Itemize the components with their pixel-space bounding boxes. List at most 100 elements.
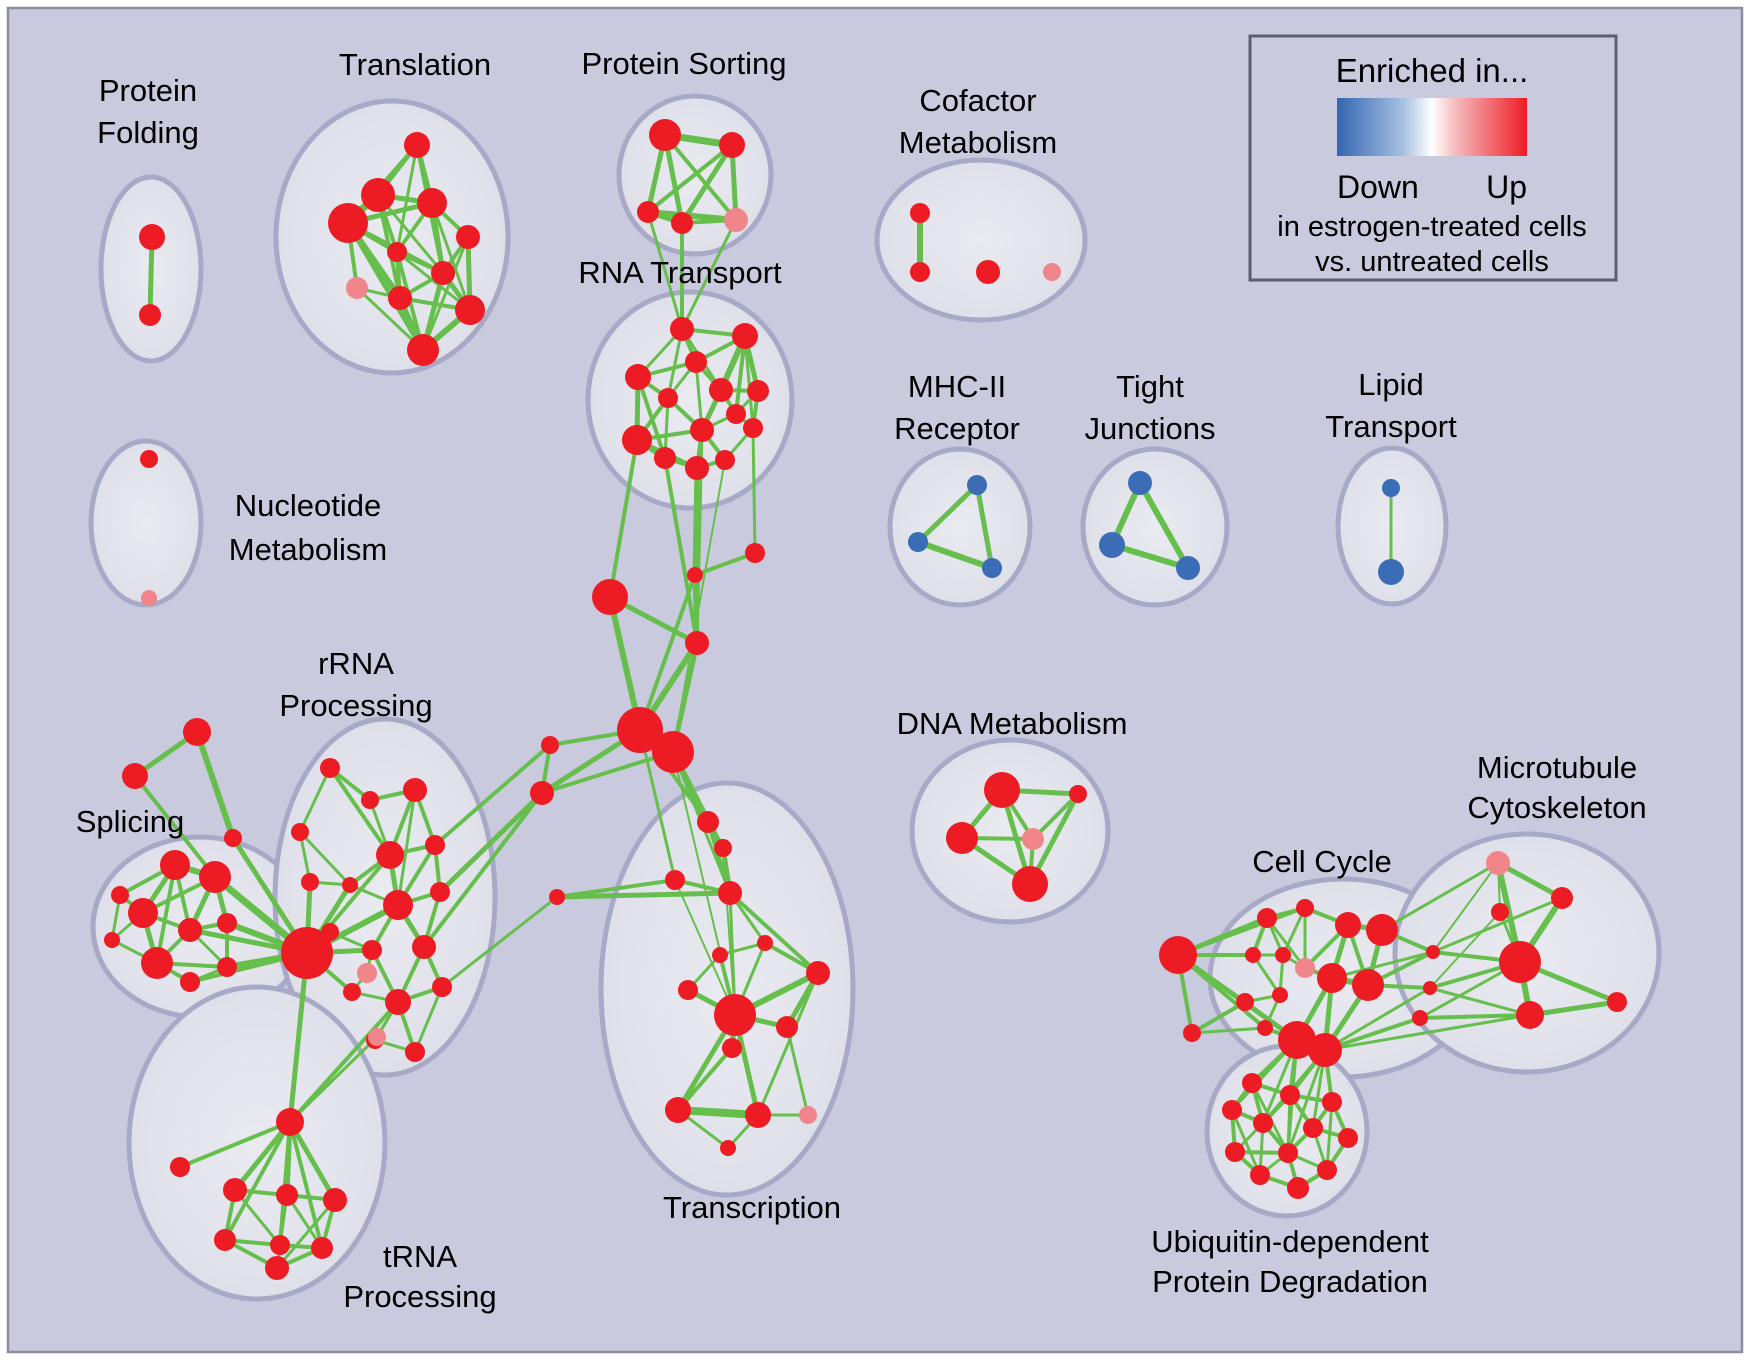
edge-th-tl (179, 1120, 291, 1169)
node-cc8 (1275, 947, 1291, 963)
node-rt14 (715, 450, 735, 470)
node-rt11 (654, 447, 676, 469)
node-mt5 (1516, 1001, 1544, 1029)
edge-mh2-mh3 (917, 539, 993, 571)
node-tn4 (214, 1229, 236, 1251)
edge-ln1-rr6 (433, 743, 552, 847)
edge-tg1-tg3 (194, 731, 236, 839)
node-rr10 (430, 882, 450, 902)
node-rt9 (622, 425, 652, 455)
edge-ps3-rt1 (646, 211, 684, 330)
cluster-ellipse-dna-metabolism (909, 737, 1111, 925)
cluster-label-rna-transport: RNA Transport (578, 255, 782, 290)
node-st3 (745, 543, 765, 563)
edge-th-tn6 (288, 1121, 324, 1249)
node-tx11 (665, 1097, 691, 1123)
node-cc13 (1272, 987, 1288, 1003)
node-ps4 (671, 212, 693, 234)
edge-cc16-mt5 (1324, 1013, 1531, 1052)
node-rr14 (343, 983, 361, 1001)
node-ub8 (1225, 1142, 1245, 1162)
node-cx1 (1426, 945, 1440, 959)
edge-tr3-tr10 (430, 202, 472, 311)
edge-tx2-txh (722, 847, 736, 1016)
cluster-ellipse-trna-processing (126, 984, 388, 1302)
node-rr1 (320, 758, 340, 778)
node-h2 (652, 731, 694, 773)
node-dn5 (1012, 866, 1048, 902)
edge-tj2-tj3 (1111, 542, 1189, 571)
node-bh (281, 927, 333, 979)
node-cc5 (1335, 912, 1361, 938)
node-cm2 (910, 262, 930, 282)
edge-mh1-mh2 (916, 483, 979, 544)
node-tn7 (265, 1256, 289, 1280)
edge-rt9-st1 (608, 439, 639, 598)
cluster-label-trna-processing: tRNA Processing (343, 1239, 496, 1314)
node-tx9 (776, 1016, 798, 1038)
edge-mt1-mt2 (1496, 860, 1564, 901)
edge-rt2-rt13 (743, 335, 755, 429)
node-tx5 (712, 947, 728, 963)
cluster-label-translation: Translation (339, 47, 491, 82)
node-rt12 (685, 456, 709, 480)
node-sp7 (111, 886, 129, 904)
cluster-ellipse-cofactor-metabolism (874, 157, 1088, 323)
node-rt2 (732, 323, 758, 349)
node-rr15 (385, 989, 411, 1015)
legend-subtitle-line2: vs. untreated cells (1315, 246, 1549, 278)
node-cm4 (1043, 263, 1061, 281)
node-mh1 (967, 475, 987, 495)
cluster-label-lipid-transport: Lipid Transport (1325, 367, 1457, 444)
edge-pf1-pf2 (147, 236, 155, 316)
edge-mh1-mh3 (974, 484, 995, 569)
edge-tn3-tn7 (275, 1199, 337, 1269)
node-mt6 (1607, 992, 1627, 1012)
node-cm3 (976, 260, 1000, 284)
node-cc6 (1366, 914, 1398, 946)
edge-ub4-ub10 (1230, 1109, 1262, 1176)
node-mt3 (1491, 903, 1509, 921)
cluster-label-transcription: Transcription (663, 1190, 841, 1225)
node-cc2 (1183, 1024, 1201, 1042)
node-nm2 (141, 590, 157, 606)
node-rt1 (670, 317, 694, 341)
node-cc15 (1278, 1021, 1316, 1059)
node-tx8 (678, 980, 698, 1000)
edge-h1-tx3 (638, 729, 677, 881)
node-sp6 (217, 913, 237, 933)
edge-rt12-st2 (692, 467, 700, 576)
node-rr9 (383, 890, 413, 920)
cluster-label-mhc-ii-receptor: MHC-II Receptor (894, 369, 1020, 446)
edge-rt2-rt10 (734, 335, 747, 415)
node-rr13 (412, 935, 436, 959)
edge-tj1-tj3 (1137, 481, 1191, 570)
edge-cc6-mt1 (1381, 861, 1499, 932)
node-ln1 (541, 736, 559, 754)
node-rr5 (376, 841, 404, 869)
node-txh (714, 994, 756, 1036)
node-tx13 (799, 1106, 817, 1124)
node-rr2 (403, 778, 427, 802)
node-rrp2 (368, 1028, 386, 1046)
node-cc1 (1159, 936, 1197, 974)
node-tn2 (276, 1184, 298, 1206)
cluster-label-tight-junctions: Tight Junctions (1085, 369, 1216, 446)
node-tj3 (1176, 556, 1200, 580)
legend-box (1248, 34, 1618, 282)
edge-cc3-cc9 (1265, 917, 1307, 969)
node-tl (170, 1157, 190, 1177)
node-ub7 (1338, 1128, 1358, 1148)
node-ub3 (1322, 1092, 1342, 1112)
node-ln2 (530, 781, 554, 805)
edge-ln3-tx4 (556, 890, 731, 900)
node-tr11 (407, 334, 439, 366)
node-tn5 (270, 1235, 290, 1255)
edge-th-rr15 (288, 1000, 400, 1124)
node-nm1 (140, 450, 158, 468)
node-ub10 (1250, 1165, 1270, 1185)
node-tg3 (224, 829, 242, 847)
cluster-label-cofactor-metabolism: Cofactor Metabolism (899, 83, 1058, 160)
edge-rr16-rr18 (413, 986, 444, 1053)
legend-title: Enriched in... (1336, 52, 1529, 89)
